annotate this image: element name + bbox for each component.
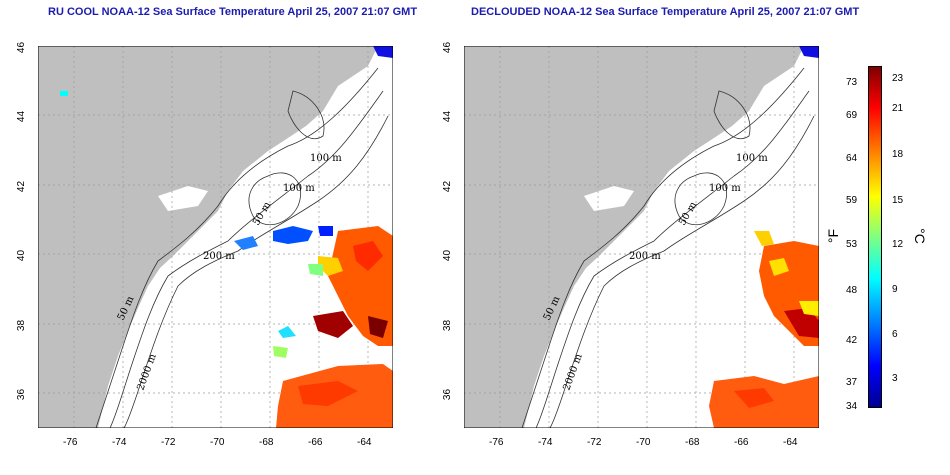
- celsius-label: °C: [911, 228, 928, 244]
- x-tick-label: -76: [63, 437, 78, 448]
- contour-label: 100 m: [283, 183, 315, 194]
- fahrenheit-tick: 37: [846, 377, 858, 388]
- x-tick-label: -66: [734, 437, 749, 448]
- map-title-right: DECLOUDED NOAA-12 Sea Surface Temperatur…: [471, 6, 860, 18]
- sst-patch: [353, 241, 383, 271]
- sst-patch: [784, 308, 819, 338]
- sst-patch: [234, 236, 258, 250]
- celsius-tick: 18: [892, 149, 904, 160]
- bathymetry-contours: [95, 67, 389, 428]
- x-tick-label: -76: [489, 437, 504, 448]
- y-tick-label: 42: [442, 180, 454, 193]
- sst-map-declouded: 100 m 100 m 50 m 200 m 50 m 2000 m: [464, 46, 819, 428]
- x-tick-label: -66: [308, 437, 323, 448]
- temperature-colorbar: [868, 66, 882, 408]
- sst-data: [60, 46, 393, 428]
- celsius-tick: 23: [892, 73, 904, 84]
- x-tick-label: -74: [538, 437, 553, 448]
- sst-patch: [734, 388, 774, 408]
- sst-patch: [769, 258, 789, 276]
- fahrenheit-tick: 53: [846, 239, 858, 250]
- sst-patch: [308, 264, 323, 276]
- x-tick-label: -68: [259, 437, 274, 448]
- sst-patch: [799, 301, 819, 316]
- x-tick-label: -72: [161, 437, 176, 448]
- sst-patch: [278, 326, 296, 338]
- sst-patch: [799, 46, 819, 58]
- fahrenheit-tick: 73: [846, 77, 858, 88]
- x-tick-label: -64: [357, 437, 372, 448]
- celsius-tick: 12: [892, 239, 904, 250]
- contour-label: 200 m: [203, 251, 235, 262]
- y-tick-label: 40: [16, 249, 28, 262]
- sst-patch: [318, 256, 343, 276]
- sst-patch: [318, 226, 333, 236]
- y-tick-label: 36: [442, 388, 454, 401]
- x-tick-label: -70: [210, 437, 225, 448]
- sst-patch: [273, 346, 288, 358]
- contour-label: 200 m: [629, 251, 661, 262]
- contour-label: 100 m: [709, 183, 741, 194]
- y-tick-label: 46: [442, 41, 454, 54]
- sst-patch: [754, 231, 774, 246]
- y-tick-label: 38: [16, 319, 28, 332]
- fahrenheit-tick: 48: [846, 285, 858, 296]
- x-tick-label: -68: [685, 437, 700, 448]
- fahrenheit-tick: 69: [846, 110, 858, 121]
- fahrenheit-tick: 59: [846, 195, 858, 206]
- contour-label: 100 m: [736, 153, 768, 164]
- celsius-tick: 15: [892, 195, 904, 206]
- fahrenheit-label: °F: [825, 228, 842, 244]
- fahrenheit-tick: 64: [846, 153, 858, 164]
- bathymetry-contours: [521, 67, 815, 428]
- sst-patch: [313, 311, 353, 338]
- map-canvas-declouded: 100 m 100 m 50 m 200 m 50 m 2000 m: [464, 46, 819, 428]
- contour-label: 100 m: [310, 153, 342, 164]
- x-tick-label: -64: [783, 437, 798, 448]
- y-tick-label: 36: [16, 388, 28, 401]
- grid-lines: [464, 46, 819, 428]
- map-title-left: RU COOL NOAA-12 Sea Surface Temperature …: [48, 6, 418, 18]
- y-tick-label: 40: [442, 249, 454, 262]
- y-tick-label: 46: [16, 41, 28, 54]
- celsius-tick: 3: [892, 373, 898, 384]
- celsius-tick: 6: [892, 329, 898, 340]
- sst-map-raw: 100 m 100 m 50 m 200 m 50 m 2000 m: [38, 46, 393, 428]
- celsius-tick: 9: [892, 284, 898, 295]
- sst-patch: [373, 46, 393, 58]
- y-tick-label: 38: [442, 319, 454, 332]
- sst-patch: [298, 381, 358, 406]
- x-tick-label: -72: [587, 437, 602, 448]
- x-tick-label: -74: [112, 437, 127, 448]
- y-tick-label: 42: [16, 180, 28, 193]
- sst-data: [709, 46, 819, 428]
- sst-patch: [60, 91, 68, 96]
- map-canvas-raw: 100 m 100 m 50 m 200 m 50 m 2000 m: [38, 46, 393, 428]
- y-tick-label: 44: [442, 110, 454, 123]
- sst-patch: [368, 316, 388, 338]
- y-tick-label: 44: [16, 110, 28, 123]
- fahrenheit-tick: 42: [846, 335, 858, 346]
- sst-patch: [273, 226, 313, 244]
- fahrenheit-tick: 34: [846, 401, 858, 412]
- x-tick-label: -70: [636, 437, 651, 448]
- celsius-tick: 21: [892, 103, 904, 114]
